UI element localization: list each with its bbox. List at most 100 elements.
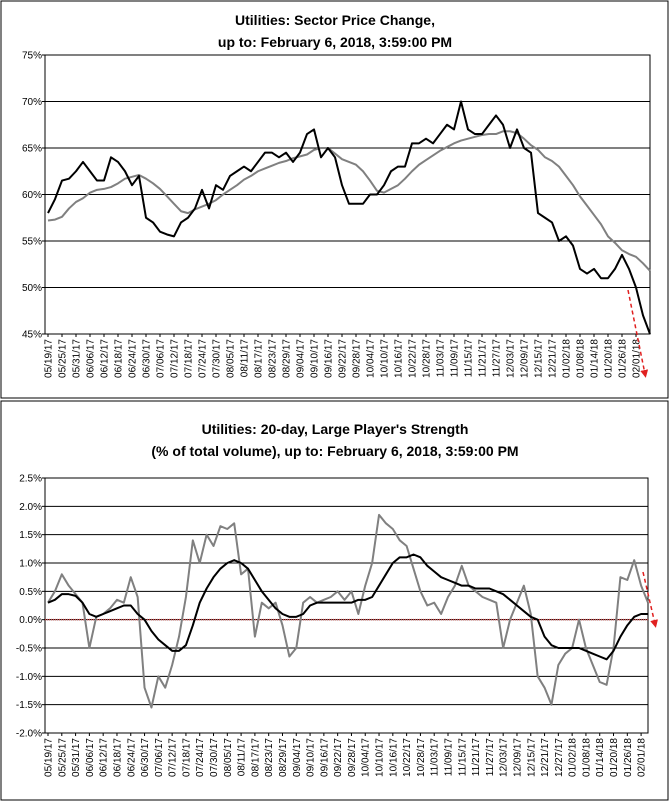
chart-title: Utilities: Sector Price Change, [235,12,435,28]
x-tick-label: 12/21/17 [548,339,559,378]
x-tick-label: 06/06/17 [86,339,97,378]
y-tick-label: 55% [22,237,42,248]
x-tick-label: 01/26/18 [618,339,629,378]
trend-arrow [642,571,658,628]
x-tick-label: 02/01/18 [637,738,648,777]
y-tick-label: 45% [22,330,42,341]
x-tick-label: 12/03/17 [499,738,510,777]
x-tick-label: 08/11/17 [240,339,251,378]
x-tick-label: 08/17/17 [250,738,261,777]
x-tick-label: 07/18/17 [181,738,192,777]
x-tick-label: 06/18/17 [112,738,123,777]
chart-subtitle: up to: February 6, 2018, 3:59:00 PM [218,34,452,50]
x-tick-label: 05/25/17 [57,738,68,777]
x-tick-label: 10/16/17 [394,339,405,378]
x-tick-label: 05/19/17 [44,738,55,777]
y-tick-label: 50% [22,283,42,294]
x-tick-label: 07/12/17 [170,339,181,378]
x-tick-label: 07/30/17 [209,738,220,777]
x-tick-label: 10/04/17 [366,339,377,378]
x-tick-label: 10/22/17 [402,738,413,777]
x-tick-label: 06/06/17 [85,738,96,777]
y-tick-label: 2.5% [19,474,42,485]
series-line [47,513,649,709]
x-tick-label: 12/09/17 [512,738,523,777]
x-tick-label: 11/15/17 [457,738,468,777]
x-tick-label: 01/26/18 [623,738,634,777]
y-tick-label: -0.5% [16,644,42,655]
y-tick-label: 0.0% [19,615,42,626]
x-tick-label: 11/03/17 [436,339,447,378]
x-tick-label: 06/24/17 [126,738,137,777]
chart-subtitle: (% of total volume), up to: February 6, … [151,443,518,459]
y-tick-label: 2.0% [19,502,42,513]
x-tick-label: 11/03/17 [430,738,441,777]
y-tick-label: -1.5% [16,700,42,711]
y-tick-label: 1.5% [19,530,42,541]
y-tick-label: 65% [22,144,42,155]
x-tick-label: 12/09/17 [520,339,531,378]
x-tick-label: 09/04/17 [292,738,303,777]
x-tick-label: 05/31/17 [71,738,82,777]
x-tick-label: 08/29/17 [278,738,289,777]
x-tick-label: 01/14/18 [595,738,606,777]
plots: 45%50%55%60%65%70%75%05/19/17 05/25/17 05/… [16,51,651,777]
x-tick-label: 11/15/17 [464,339,475,378]
x-tick-label: 05/25/17 [58,339,69,378]
x-tick-label: 11/09/17 [450,339,461,378]
y-tick-label: -2.0% [16,729,42,740]
x-tick-label: 06/12/17 [100,339,111,378]
x-tick-label: 01/14/18 [590,339,601,378]
trend-arrow [627,289,649,378]
x-tick-label: 01/02/18 [562,339,573,378]
x-tick-label: 09/28/17 [352,339,363,378]
x-tick-label: 11/09/17 [444,738,455,777]
x-tick-label: 05/19/17 [44,339,55,378]
x-tick-label: 01/08/18 [581,738,592,777]
series-line [47,553,648,661]
x-tick-label: 07/18/17 [184,339,195,378]
x-tick-label: 07/30/17 [212,339,223,378]
x-tick-label: 12/03/17 [506,339,517,378]
x-tick-label: 06/30/17 [142,339,153,378]
x-tick-label: 09/22/17 [333,738,344,777]
x-tick-label: 10/10/17 [380,339,391,378]
plot-area [44,477,649,734]
x-tick-label: 01/20/18 [604,339,615,378]
x-tick-label: 01/08/18 [576,339,587,378]
x-tick-label: 12/21/17 [540,738,551,777]
x-tick-label: 10/22/17 [408,339,419,378]
x-tick-label: 09/22/17 [338,339,349,378]
x-tick-label: 09/16/17 [324,339,335,378]
x-tick-label: 01/20/18 [609,738,620,777]
y-tick-label: -1.0% [16,672,42,683]
x-tick-label: 12/15/17 [526,738,537,777]
x-tick-label: 10/28/17 [416,738,427,777]
x-tick-label: 02/01/18 [632,339,643,378]
x-tick-label: 08/05/17 [226,339,237,378]
x-tick-label: 12/15/17 [534,339,545,378]
x-tick-label: 05/31/17 [72,339,83,378]
x-tick-label: 06/18/17 [114,339,125,378]
x-tick-label: 11/27/17 [492,339,503,378]
x-tick-label: 11/27/17 [485,738,496,777]
x-tick-label: 10/04/17 [361,738,372,777]
x-tick-label: 06/12/17 [99,738,110,777]
x-tick-label: 08/29/17 [282,339,293,378]
x-tick-label: 08/11/17 [237,738,248,777]
x-tick-label: 07/24/17 [198,339,209,378]
x-tick-label: 07/12/17 [168,738,179,777]
x-tick-label: 08/23/17 [268,339,279,378]
series-line [47,130,651,272]
x-tick-label: 11/21/17 [471,738,482,777]
y-tick-label: 1.0% [19,559,42,570]
x-tick-label: 09/28/17 [347,738,358,777]
x-tick-label: 09/10/17 [306,738,317,777]
y-tick-label: 75% [22,51,42,62]
x-tick-label: 11/21/17 [478,339,489,378]
x-tick-label: 07/24/17 [195,738,206,777]
x-tick-label: 09/16/17 [319,738,330,777]
series-line [47,100,651,335]
x-tick-label: 12/27/17 [554,738,565,777]
y-tick-label: 70% [22,97,42,108]
